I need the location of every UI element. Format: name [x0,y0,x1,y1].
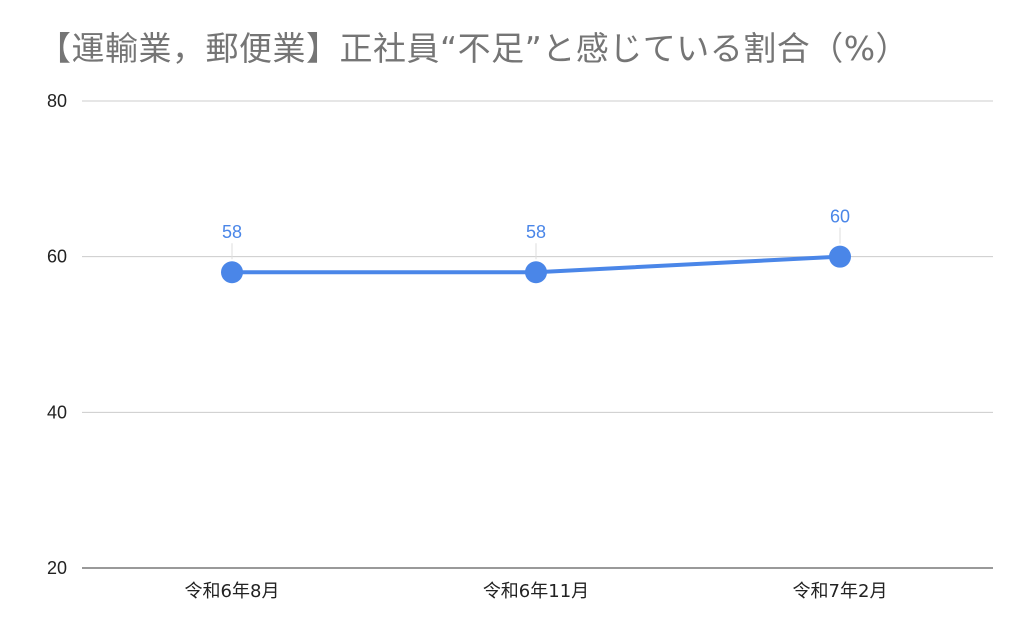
data-point [221,261,243,284]
gridlines [82,100,993,569]
chart-title: 【運輸業，郵便業】正社員“不足”と感じている割合（%） [38,29,910,68]
y-tick-label: 20 [47,558,67,578]
y-tick-label: 40 [47,402,67,422]
x-tick-label: 令和6年8月 [185,581,280,602]
data-label: 58 [222,222,242,242]
y-axis-ticks: 20 40 60 80 [47,91,67,578]
x-axis-ticks: 令和6年8月 令和6年11月 令和7年2月 [185,581,888,602]
x-tick-label: 令和7年2月 [793,581,888,602]
x-tick-label: 令和6年11月 [483,581,589,602]
data-label: 60 [830,207,850,227]
y-tick-label: 80 [47,91,67,111]
data-label: 58 [526,222,546,242]
data-labels: 58 58 60 [222,207,850,260]
data-point [829,245,851,268]
y-tick-label: 60 [47,247,67,267]
data-point [525,261,547,284]
series [221,245,851,284]
